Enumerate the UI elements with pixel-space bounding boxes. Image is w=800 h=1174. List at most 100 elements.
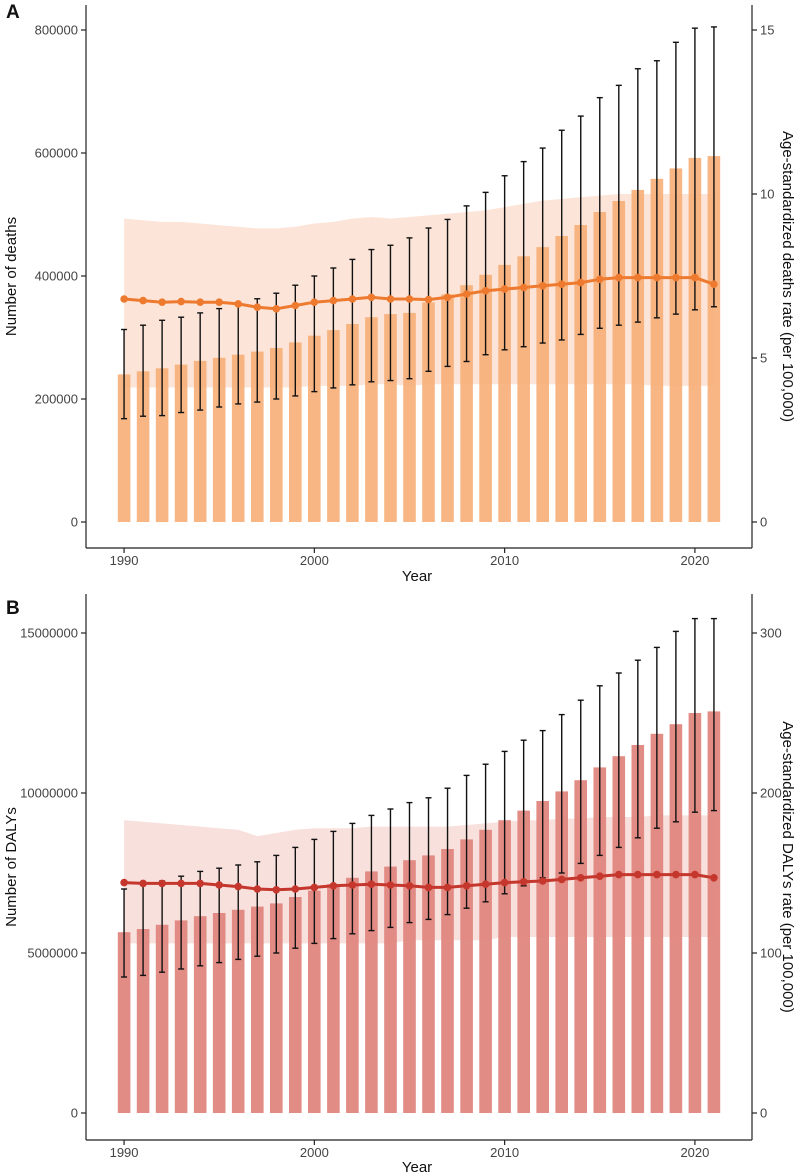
panel-b-errorbar-2015 (596, 685, 603, 857)
panel-b-rate-point-2012 (538, 877, 547, 885)
panel-b-bar-1990 (117, 932, 131, 1113)
panel-a-rate-point-2007 (443, 293, 452, 302)
panel-a-rate-point-2000 (310, 298, 319, 307)
panel-a-errorbar-2014 (577, 115, 584, 336)
panel-a-bar-2007 (441, 294, 454, 522)
panel-a-rate-point-2016 (615, 273, 623, 282)
panel-a-errorbar-1995 (216, 307, 223, 408)
panel-a-bar-2012 (536, 247, 549, 522)
panel-b-rate-point-2002 (348, 881, 357, 889)
panel-b-rate-point-2008 (462, 882, 471, 890)
panel-a-bar-2019 (669, 168, 683, 522)
panel-a-rate-point-1997 (253, 303, 262, 312)
panel-b-x-tick-label-1990: 1990 (110, 1145, 139, 1160)
panel-b-rate-point-1993 (177, 879, 185, 888)
panel-a-y2-axis-title: Age-standardized deaths rate (per 100,00… (779, 131, 796, 422)
panel-a-errorbar-1990 (121, 328, 128, 420)
panel-b-rate-point-2017 (634, 870, 642, 879)
panel-a-bar-2001 (327, 330, 340, 522)
panel-b-bar-2017 (631, 745, 645, 1113)
panel-a-rate-point-1991 (139, 296, 147, 305)
panel-a-chart (81, 5, 757, 553)
panel-a-x-tick-label-2020: 2020 (680, 553, 709, 568)
panel-b-y2-tick-label-100: 100 (760, 946, 782, 961)
panel-a-bar-2016 (612, 201, 626, 522)
panel-a-bar-2010 (498, 264, 511, 522)
panel-b-rate-point-1991 (139, 879, 147, 888)
panel-a-y2-tick-label-10: 10 (760, 187, 774, 202)
panel-a-rate-point-1993 (177, 297, 185, 306)
panel-a-rate-point-2005 (405, 295, 414, 303)
panel-a-errorbar-2015 (596, 96, 603, 329)
panel-b-rate-point-1998 (272, 886, 281, 894)
panel-a-bar-2015 (593, 212, 607, 522)
panel-a-errorbar-2012 (539, 147, 546, 344)
panel-b-bar-2010 (498, 820, 511, 1113)
panel-b-bar-1997 (251, 906, 264, 1113)
panel-b-bar-2009 (479, 829, 492, 1113)
panel-b-bar-2013 (555, 791, 568, 1113)
panel-b-y-axis-title: Number of DALYs (3, 807, 20, 927)
panel-b-letter: B (6, 598, 20, 619)
panel-a-y-tick-label-800000: 800000 (35, 23, 78, 38)
panel-a-errorbar-2009 (482, 191, 489, 356)
panel-a-rate-point-1995 (215, 298, 223, 307)
panel-b-bar-2018 (650, 733, 664, 1113)
panel-a-y2-tick-label-5: 5 (760, 351, 767, 366)
panel-b-bar-2004 (384, 866, 397, 1113)
panel-b-y-tick-label-10000000: 10000000 (20, 786, 78, 801)
panel-a-rate-point-2009 (481, 287, 490, 295)
panel-b-rate-point-2020 (691, 870, 699, 879)
panel-b-errorbar-2007 (444, 787, 451, 916)
panel-b-bar-2021 (707, 711, 721, 1113)
panel-b-rate-point-2005 (405, 882, 414, 890)
panel-a-errorbar-1993 (178, 316, 185, 414)
panel-a-rate-point-2011 (519, 283, 528, 292)
panel-a-errorbar-2004 (387, 244, 394, 382)
panel-b-rate-point-2007 (443, 883, 452, 892)
panel-b-errorbar-2009 (482, 763, 489, 903)
panel-b-errorbar-2019 (672, 630, 679, 823)
panel-b-errorbar-2002 (349, 822, 356, 935)
panel-a-bar-1991 (136, 371, 150, 522)
panel-a-errorbar-2016 (615, 84, 622, 326)
panel-b-rate-point-2006 (424, 883, 433, 892)
panel-b-rate-point-2018 (653, 870, 661, 879)
panel-b-rate-point-1992 (158, 879, 166, 888)
panel-a-y2-tick-label-0: 0 (760, 515, 767, 530)
panel-b-errorbar-1996 (235, 864, 242, 961)
panel-a-bar-1990 (117, 374, 131, 522)
panel-a-y-tick-label-600000: 600000 (35, 146, 78, 161)
panel-a-errorbar-2007 (444, 218, 451, 368)
panel-a-bar-2021 (707, 156, 721, 522)
panel-a-bar-2017 (631, 189, 645, 522)
panel-a-rate-point-2018 (653, 273, 661, 282)
panel-a-rate-point-1990 (120, 295, 128, 303)
panel-a-bar-2005 (403, 312, 416, 522)
panel-a-rate-point-1998 (272, 305, 281, 313)
panel-a-errorbar-2020 (691, 27, 698, 311)
panel-a-errorbar-2005 (406, 237, 413, 380)
panel-b-bar-2016 (612, 756, 626, 1113)
panel-b-errorbar-1997 (254, 861, 261, 957)
panel-b-bar-2015 (593, 767, 607, 1113)
panel-b-errorbar-1993 (178, 875, 185, 970)
panel-b-x-axis-title: Year (402, 1159, 432, 1174)
panel-b-errorbar-2013 (558, 713, 565, 874)
panel-a-errorbar-2000 (311, 275, 318, 393)
panel-b-rate-point-1994 (196, 879, 204, 888)
panel-a-rate-point-1999 (291, 301, 300, 310)
panel-a-errorbar-2008 (463, 205, 470, 363)
panel-b-y2-tick-label-0: 0 (760, 1106, 767, 1121)
panel-a-bar-2003 (365, 317, 378, 522)
panel-b-bar-1996 (231, 909, 245, 1113)
panel-a-y-tick-label-400000: 400000 (35, 269, 78, 284)
panel-a-bar-1998 (270, 348, 283, 522)
panel-b-bar-2014 (574, 780, 587, 1113)
panel-a-errorbar-1997 (254, 298, 261, 403)
panel-a-bar-2018 (650, 178, 664, 523)
panel-b-rate-point-2013 (557, 875, 566, 884)
panel-b-bar-1998 (270, 903, 283, 1113)
panel-b-errorbar-2006 (425, 797, 432, 921)
panel-b-errorbar-2018 (653, 646, 660, 829)
